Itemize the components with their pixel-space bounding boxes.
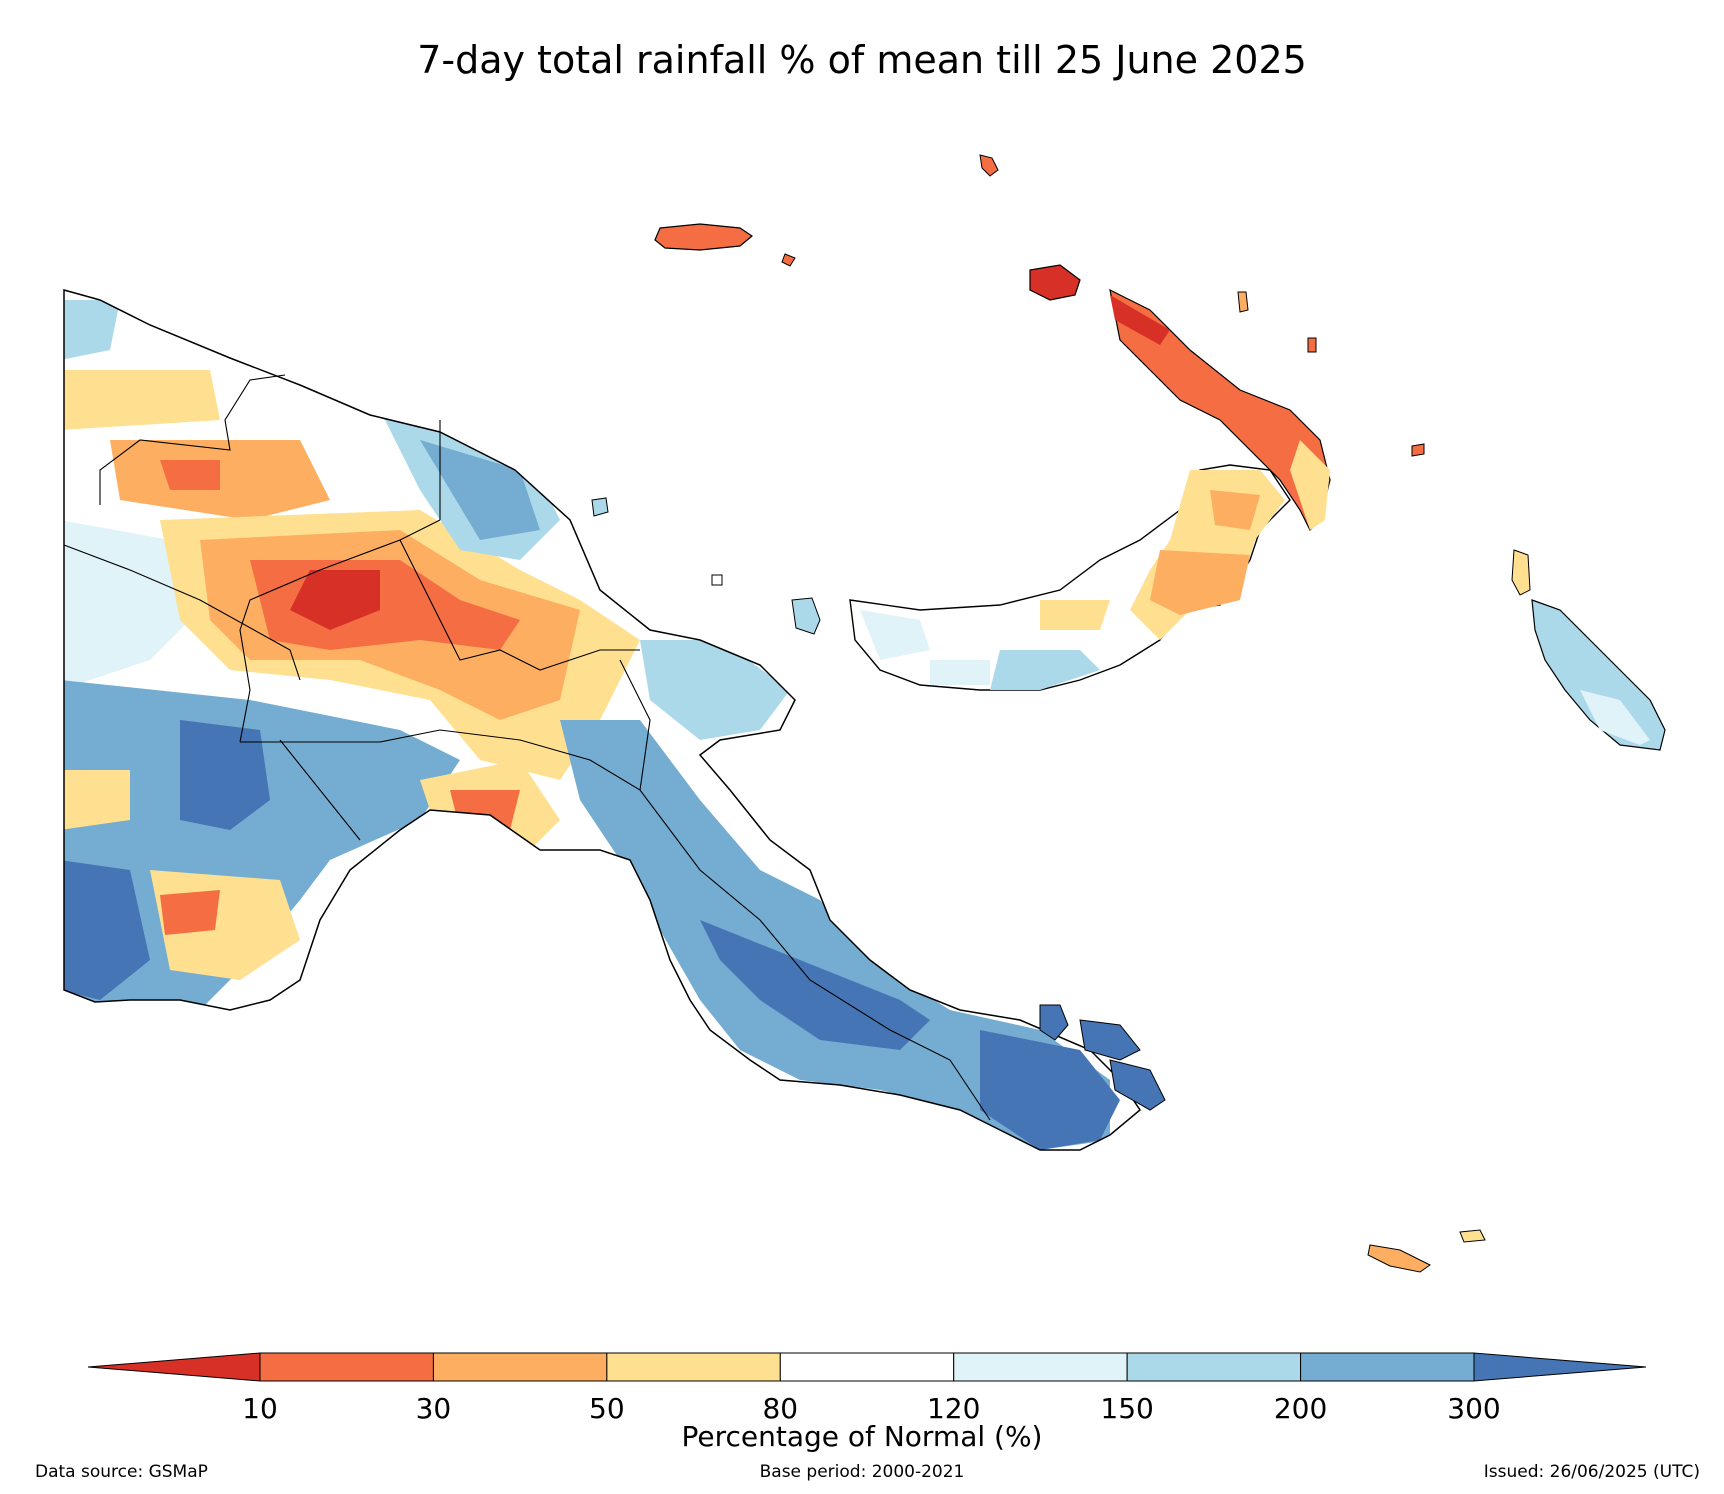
colorbar-bin: [432, 1352, 608, 1382]
issued-note: Issued: 26/06/2025 (UTC): [1483, 1462, 1700, 1482]
colorbar-tick-label: 300: [1447, 1392, 1501, 1425]
new-britain-south-blue: [990, 650, 1100, 690]
contour-east-dark: [700, 920, 930, 1050]
colorbar-bin: [1126, 1352, 1302, 1382]
colorbar-tick-label: 50: [589, 1392, 625, 1425]
new-britain-east-orange: [1210, 490, 1260, 530]
colorbar-extend-low: [87, 1352, 261, 1382]
contour-east-dark: [980, 1030, 1120, 1150]
new-britain: [849, 464, 1291, 691]
colorbar: [87, 1352, 1647, 1382]
contour-south-west-dark: [64, 860, 150, 1000]
new-britain-south-blue: [930, 660, 990, 685]
contour-south-west-blue: [64, 680, 460, 1010]
colorbar-bin: [953, 1352, 1128, 1382]
manus-island: [654, 223, 796, 267]
contour-highlands-core: [290, 570, 380, 630]
contour-north-dry: [64, 370, 220, 430]
colorbar-tick-label: 10: [242, 1392, 278, 1425]
colorbar-extend-high: [1473, 1352, 1647, 1382]
mainland-contours: [64, 300, 1120, 1150]
contour-north-coast-mid: [420, 440, 540, 540]
mainland-region: [63, 289, 1141, 1151]
colorbar-tick-label: 200: [1273, 1392, 1328, 1425]
new-ireland: [1029, 264, 1331, 532]
colorbar-bin: [779, 1352, 955, 1382]
colorbar-tick-label: 120: [926, 1392, 981, 1425]
base-period-note: Base period: 2000-2021: [759, 1462, 965, 1482]
contour-highland-dry-core: [160, 460, 220, 490]
map-title: 7-day total rainfall % of mean till 25 J…: [417, 38, 1307, 82]
new-britain-mid-dry: [1040, 600, 1110, 630]
colorbar-bin: [606, 1352, 781, 1382]
new-hanover: [1029, 264, 1081, 301]
colorbar-tick-label: 30: [415, 1392, 452, 1425]
contour-west-blue: [64, 300, 120, 360]
data-source-note: Data source: GSMaP: [35, 1462, 208, 1482]
contour-south-west-dark: [180, 720, 270, 830]
south-east-islands: [1039, 1004, 1486, 1273]
contour-south-dry-core: [160, 890, 220, 935]
contour-east-blue: [560, 720, 1110, 1150]
contour-west-blue: [64, 520, 200, 690]
colorbar-bin: [259, 1352, 434, 1382]
new-ireland-south: [1290, 440, 1330, 530]
contour-west-dry: [64, 770, 130, 830]
colorbar-tick-label: 150: [1100, 1392, 1154, 1425]
new-ireland-north-core: [1110, 295, 1170, 345]
northern-islands: [979, 154, 1531, 596]
north-coast-islands: [591, 497, 821, 635]
colorbar-label: Percentage of Normal (%): [681, 1420, 1043, 1453]
colorbar-bin: [1300, 1352, 1475, 1382]
contour-east-light: [640, 640, 790, 740]
new-britain-west-blue: [860, 610, 930, 660]
contour-gulf-dry-core: [450, 790, 520, 830]
colorbar-tick-label: 80: [762, 1392, 799, 1425]
province-borders: [63, 374, 991, 1121]
new-britain-east-orange: [1150, 550, 1250, 615]
bougainville: [1531, 599, 1666, 751]
